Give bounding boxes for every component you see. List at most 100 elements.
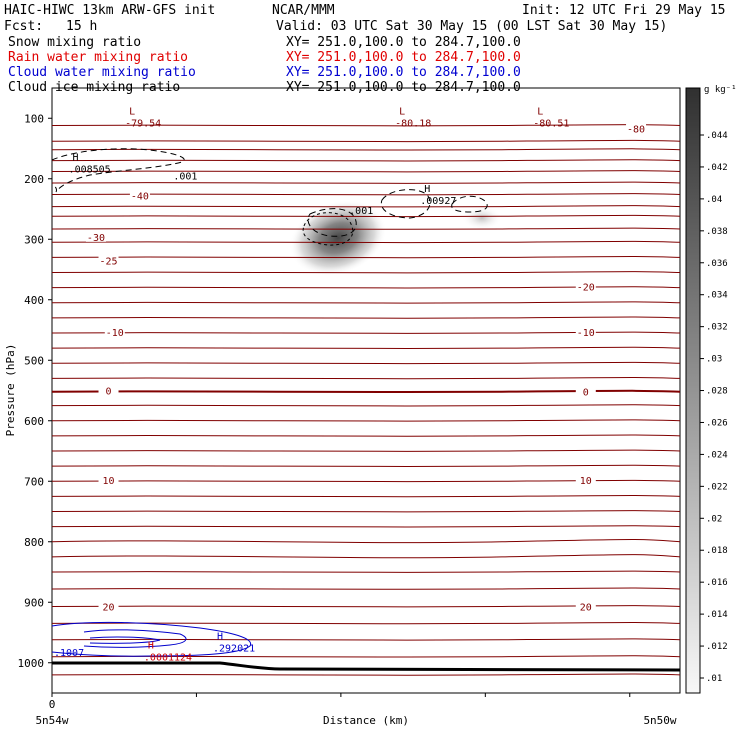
org-label: NCAR/MMM — [272, 3, 335, 18]
label-background — [626, 122, 647, 134]
extremum-symbol: H — [424, 184, 430, 195]
isotherm-line — [51, 389, 681, 394]
colorbar-tick-label: .01 — [706, 674, 722, 684]
isotherm-line — [51, 193, 681, 196]
colorbar-tick-label: .042 — [706, 163, 728, 173]
isotherm-line — [51, 240, 681, 244]
x-tick-label-0: 0 — [49, 698, 56, 711]
field-xy-2: XY= 251.0,100.0 to 284.7,100.0 — [286, 65, 521, 80]
isotherm-line — [51, 331, 681, 334]
label-background — [575, 385, 596, 397]
x-start-location: 5n54w — [35, 714, 68, 727]
field-name-0: Snow mixing ratio — [8, 35, 141, 50]
isotherm-line — [51, 346, 681, 349]
isotherm-line — [51, 494, 681, 498]
forecast-hour: 15 h — [66, 19, 97, 34]
plot-frame — [51, 87, 681, 694]
colorbar-tick-label: .032 — [706, 323, 728, 333]
extremum-symbol: L — [537, 106, 543, 117]
extremum-symbol: L — [129, 106, 135, 117]
isotherm-label: -30 — [87, 233, 105, 244]
colorbar-tick-label: .02 — [706, 514, 722, 524]
isotherm-line — [51, 622, 681, 625]
y-axis-label: Pressure (hPa) — [4, 344, 17, 437]
colorbar: g kg⁻¹ .01 .012 .014 .016 .018 .02 .022 .024 .02… — [685, 85, 737, 694]
isotherm-line — [51, 316, 681, 319]
extremum-symbol: L — [399, 106, 405, 117]
cloud-ice-contour — [302, 212, 354, 246]
isotherm-line — [51, 587, 681, 590]
colorbar-tick-label: .036 — [706, 259, 728, 269]
isotherm-line — [51, 205, 681, 208]
snow-contour-mid — [307, 208, 357, 237]
colorbar-tick-label: .016 — [706, 578, 728, 588]
colorbar-tick-label: .018 — [706, 546, 728, 556]
cloud-ice-contours — [302, 212, 354, 246]
isotherm-line — [51, 159, 681, 162]
isotherm-label: 20 — [580, 602, 592, 613]
colorbar-tick-label: .038 — [706, 227, 728, 237]
extremum-value: .00927 — [420, 196, 456, 207]
colorbar-tick-label: .012 — [706, 642, 728, 652]
isotherm-label: -25 — [99, 256, 117, 267]
x-end-location: 5n50w — [643, 714, 676, 727]
isotherm-line — [51, 525, 681, 528]
isotherm-label: 0 — [583, 388, 589, 399]
y-tick-label: 700 — [24, 475, 44, 488]
isotherm-line — [51, 286, 681, 289]
isotherm-line — [51, 271, 681, 274]
colorbar-tick-label: .028 — [706, 387, 728, 397]
extremum-value: -79.54 — [125, 118, 161, 129]
valid-time: Valid: 03 UTC Sat 30 May 15 (00 LST Sat … — [276, 19, 667, 34]
extremum-value: -80.51 — [533, 118, 569, 129]
isotherm-line — [51, 464, 681, 467]
isotherm-label: -10 — [106, 328, 124, 339]
y-tick-label: 800 — [24, 536, 44, 549]
label-background — [575, 600, 596, 612]
cloud-water-contour-outer — [51, 621, 252, 657]
colorbar-tick-label: .03 — [706, 355, 722, 365]
isotherm-line — [51, 638, 681, 641]
y-tick-label: 300 — [24, 233, 44, 246]
cloud-ice-shade-small — [462, 206, 502, 230]
colorbar-tick-label: .044 — [706, 131, 728, 141]
field-xy-1: XY= 251.0,100.0 to 284.7,100.0 — [286, 50, 521, 65]
isotherm-line — [51, 181, 681, 184]
label-background — [98, 600, 119, 612]
y-tick-label: 400 — [24, 294, 44, 307]
colorbar-tick-label: .04 — [706, 195, 722, 205]
isotherm-label: -40 — [131, 192, 149, 203]
init-time: Init: 12 UTC Fri 29 May 15 — [522, 3, 726, 18]
x-axis-label: Distance (km) — [323, 714, 409, 727]
contour-label: .001 — [173, 172, 197, 183]
model-title: HAIC-HIWC 13km ARW-GFS init — [4, 3, 215, 18]
snow-contour-far-right — [451, 195, 488, 213]
label-background — [129, 189, 150, 201]
isotherm-label: 20 — [102, 602, 114, 613]
cloud-ice-shade-main — [289, 200, 387, 276]
isotherm-line — [51, 449, 681, 452]
temperature-contours — [51, 124, 681, 676]
y-tick-label: 600 — [24, 415, 44, 428]
y-axis: 100 200 300 400 500 600 700 800 900 1000 — [18, 112, 52, 670]
contour-label: .1007 — [54, 648, 84, 659]
isotherm-line — [51, 227, 681, 230]
isotherm-label: 0 — [106, 387, 112, 398]
colorbar-unit: g kg⁻¹ — [704, 85, 737, 95]
y-tick-label: 900 — [24, 596, 44, 609]
isotherm-line — [51, 361, 681, 365]
label-background — [85, 230, 106, 242]
isotherm-line — [51, 673, 681, 676]
field-xy-0: XY= 251.0,100.0 to 284.7,100.0 — [286, 35, 521, 50]
cloud-ice-shading — [289, 200, 502, 276]
snow-contour-right — [380, 189, 431, 219]
isotherm-line — [51, 570, 681, 573]
isotherm-line — [51, 377, 681, 380]
y-tick-label: 500 — [24, 354, 44, 367]
isotherm-line — [51, 554, 681, 559]
label-background — [575, 280, 596, 292]
isotherm-line — [51, 256, 681, 259]
field-legend: Snow mixing ratio XY= 251.0,100.0 to 284.… — [8, 35, 521, 95]
colorbar-tick-label: .026 — [706, 418, 728, 428]
